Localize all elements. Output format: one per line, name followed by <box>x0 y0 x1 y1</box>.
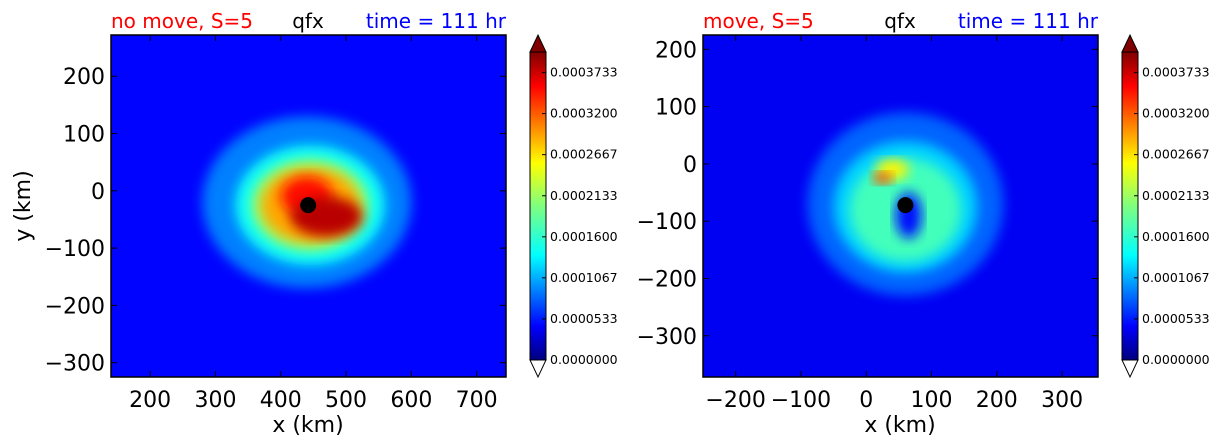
y-tick-label: −200 <box>637 267 697 292</box>
y-tick-label: 100 <box>655 96 697 121</box>
colorbar-tick-label: 0.0000000 <box>550 352 618 367</box>
colorbar-tick-label: 0.0002667 <box>1142 147 1210 162</box>
x-tick-label: 200 <box>129 388 171 413</box>
y-tick-label: −100 <box>637 210 697 235</box>
y-tick-label: 0 <box>683 153 697 178</box>
colorbar-tick-label: 0.0003733 <box>550 65 618 80</box>
x-tick-label: 200 <box>976 388 1018 413</box>
colorbar-tick-label: 0.0000533 <box>1142 311 1210 326</box>
title-right-1: time = 111 hr <box>366 9 507 33</box>
colorbar-extend-min <box>529 359 547 379</box>
colorbar-extend-min <box>1121 359 1139 379</box>
title-left-1: no move, S=5 <box>111 9 253 33</box>
colorbar-tick-label: 0.0003200 <box>550 106 618 121</box>
title-center-2: qfx <box>884 9 916 33</box>
x-tick-label: 300 <box>1041 388 1083 413</box>
colorbar-gradient <box>529 51 547 361</box>
colorbar-extend-max <box>529 33 547 53</box>
colorbar-tick-label: 0.0003733 <box>1142 65 1210 80</box>
plot-frame-2 <box>702 34 1099 378</box>
colorbar-tick-label: 0.0000000 <box>1142 352 1210 367</box>
panel-no-move: no move, S=5 qfx time = 111 hr 200 300 400… <box>11 9 618 438</box>
x-tick-label: 100 <box>911 388 953 413</box>
heatmap-layer-1 <box>111 35 506 377</box>
heatmap-layer-2 <box>703 35 1098 377</box>
title-right-2: time = 111 hr <box>958 9 1099 33</box>
x-tick-label: 500 <box>325 388 367 413</box>
x-tick-label: 600 <box>390 388 432 413</box>
colorbar-tick-label: 0.0001600 <box>1142 229 1210 244</box>
x-tick-label: 0 <box>859 388 873 413</box>
y-ticks-2: 200 100 0 −100 −200 −300 <box>637 38 1098 350</box>
colorbar-tick-label: 0.0001067 <box>550 270 618 285</box>
colorbar-extend-max <box>1121 33 1139 53</box>
y-tick-label: −100 <box>45 237 105 262</box>
y-ticks-1: 200 100 0 −100 −200 −300 <box>45 65 506 377</box>
colorbar-gradient <box>1121 51 1139 361</box>
x-tick-label: 700 <box>456 388 498 413</box>
x-ticks-1: 200 300 400 500 600 700 <box>129 35 498 413</box>
y-tick-label: −200 <box>45 294 105 319</box>
y-tick-label: −300 <box>637 325 697 350</box>
colorbar-tick-label: 0.0002133 <box>1142 188 1210 203</box>
panel-move: move, S=5 qfx time = 111 hr −200 −100 0 100… <box>637 9 1210 438</box>
y-tick-label: 200 <box>655 38 697 63</box>
y-tick-label: 200 <box>63 65 105 90</box>
x-tick-label: 300 <box>194 388 236 413</box>
colorbar-tick-label: 0.0003200 <box>1142 106 1210 121</box>
colorbar-tick-label: 0.0001600 <box>550 229 618 244</box>
colorbar-tick-label: 0.0002667 <box>550 147 618 162</box>
heatmap-contour-5 <box>872 172 893 184</box>
colorbar-tick-label: 0.0002133 <box>550 188 618 203</box>
x-tick-label: −200 <box>705 388 765 413</box>
title-center-1: qfx <box>292 9 324 33</box>
x-tick-label: −100 <box>771 388 831 413</box>
storm-center-marker <box>897 197 914 214</box>
x-axis-label-2: x (km) <box>864 413 935 438</box>
x-tick-label: 400 <box>260 388 302 413</box>
y-tick-label: 100 <box>63 123 105 148</box>
colorbar-tick-label: 0.0001067 <box>1142 270 1210 285</box>
colorbar-1: 0.0000000 0.0000533 0.0001067 0.0001600 0.00… <box>529 33 618 379</box>
x-ticks-2: −200 −100 0 100 200 300 <box>705 35 1083 413</box>
x-axis-label-1: x (km) <box>272 413 343 438</box>
storm-center-marker <box>300 197 317 214</box>
y-tick-label: 0 <box>91 180 105 205</box>
y-tick-label: −300 <box>45 352 105 377</box>
y-axis-label-1: y (km) <box>11 170 36 241</box>
plot-frame-1 <box>110 34 507 378</box>
title-left-2: move, S=5 <box>703 9 814 33</box>
colorbar-2: 0.0000000 0.0000533 0.0001067 0.0001600 0.00… <box>1121 33 1210 379</box>
colorbar-tick-label: 0.0000533 <box>550 311 618 326</box>
